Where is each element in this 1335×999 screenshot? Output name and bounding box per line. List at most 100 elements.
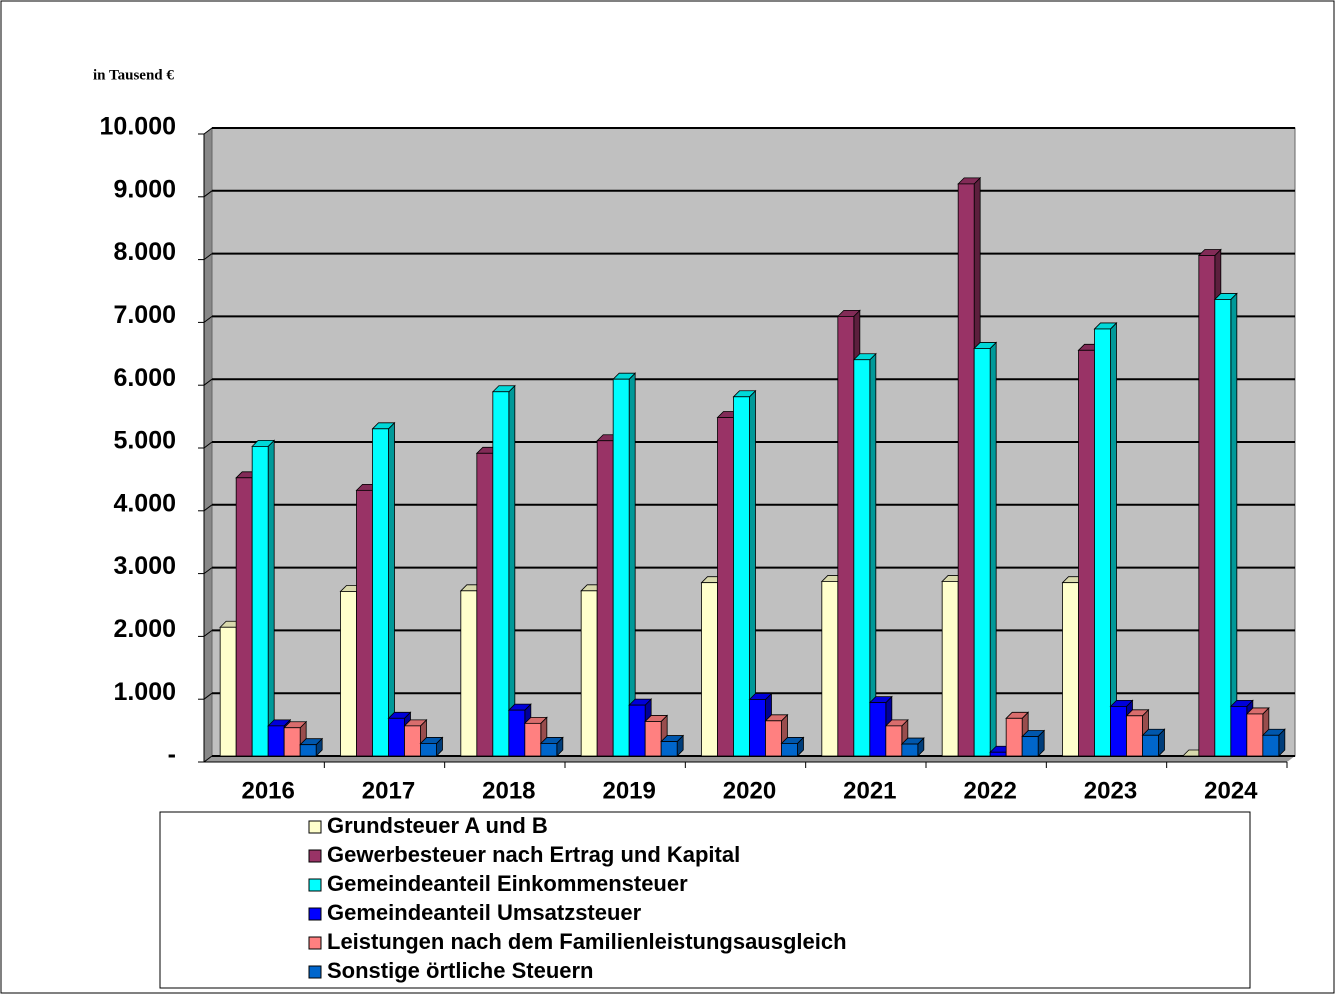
y-tick-label: 6.000 [113,364,176,392]
y-tick-label: - [168,741,176,769]
bar [628,704,646,757]
bar-side [1110,321,1117,757]
x-tick-label: 2023 [1084,777,1137,804]
grid-line-wall [203,630,213,637]
legend-swatch [308,878,322,892]
bar [1262,734,1280,757]
bar [989,751,1007,757]
legend [159,811,1251,989]
bar [1142,734,1159,757]
grid-line-wall [203,190,213,198]
bar [540,743,558,757]
bar [644,721,662,757]
bar [1021,736,1039,757]
y-tick-label: 3.000 [113,552,176,580]
legend-label: Gemeindeanteil Einkommensteuer [327,871,688,896]
bar [821,581,839,757]
bar [701,582,718,757]
grid-line-wall [203,567,213,574]
bar [508,709,526,757]
bar-side [628,372,636,757]
bar [388,717,405,757]
x-tick-label: 2018 [482,777,535,804]
bar [476,452,494,757]
legend-label: Grundsteuer A und B [327,813,548,838]
y-tick-label: 8.000 [113,238,176,266]
bar [660,741,678,757]
legend-swatch [308,849,322,863]
bar [460,590,478,757]
grid-line-wall [203,253,213,261]
bar [973,348,991,757]
bar [765,720,782,757]
bar [356,489,373,757]
grid-line-wall [203,127,213,135]
legend-label: Leistungen nach dem Familienleistungsaus… [327,929,847,954]
bar [251,445,269,757]
bar-side [869,352,877,757]
bar [853,359,871,757]
x-tick-label: 2017 [362,777,415,804]
bar [283,727,301,757]
x-tick-label: 2019 [602,777,655,804]
legend-swatch [308,936,322,950]
legend-label: Sonstige örtliche Steuern [327,958,594,983]
bar [1094,328,1111,757]
grid-line-wall [203,378,213,386]
y-tick-label: 4.000 [113,489,176,517]
grid-line-wall [203,692,213,700]
bar [717,417,734,757]
bar [869,702,887,757]
bar-side [989,341,997,757]
legend-label: Gemeindeanteil Umsatzsteuer [327,900,642,925]
y-tick-label: 9.000 [113,175,176,203]
legend-swatch [308,965,322,979]
bar [901,743,919,757]
grid-line-wall [203,441,213,449]
y-tick-label: 5.000 [113,427,176,455]
bar [1062,582,1079,757]
bar [1246,713,1264,757]
bar [404,725,421,757]
legend-label: Gewerbesteuer nach Ertrag und Kapital [327,842,740,867]
bar-side [388,421,395,757]
bar [749,699,766,757]
bar [781,743,798,757]
x-tick-label: 2021 [843,777,896,804]
y-tick-label: 7.000 [113,301,176,329]
floor [204,756,1295,762]
bar [1126,715,1143,757]
bar [1214,299,1232,757]
y-tick-label: 10.000 [100,113,176,141]
y-axis-label: in Tausend € [93,67,174,83]
bar [837,315,855,757]
bar [596,440,614,757]
x-tick-label: 2022 [963,777,1016,804]
grid-line-wall [203,315,213,323]
bar [941,581,959,757]
bar [733,396,750,757]
bar [420,743,437,757]
bar [299,744,317,757]
legend-swatch [308,820,322,834]
y-tick-label: 2.000 [113,615,176,643]
x-tick-label: 2024 [1204,777,1258,804]
bar [372,428,389,757]
bar [1005,717,1023,757]
bar-side [508,384,516,757]
y-tick-label: 1.000 [113,678,176,706]
bar [580,590,598,757]
bar-side [1230,292,1238,757]
bar [957,183,975,757]
x-tick-label: 2016 [241,777,294,804]
bar [612,378,630,757]
bar [340,591,357,757]
bar [524,722,542,757]
legend-swatch [308,907,322,921]
bar [1230,705,1248,757]
bar [1110,705,1127,757]
bar [219,626,237,757]
x-tick-label: 2020 [723,777,776,804]
bar [1078,349,1095,757]
